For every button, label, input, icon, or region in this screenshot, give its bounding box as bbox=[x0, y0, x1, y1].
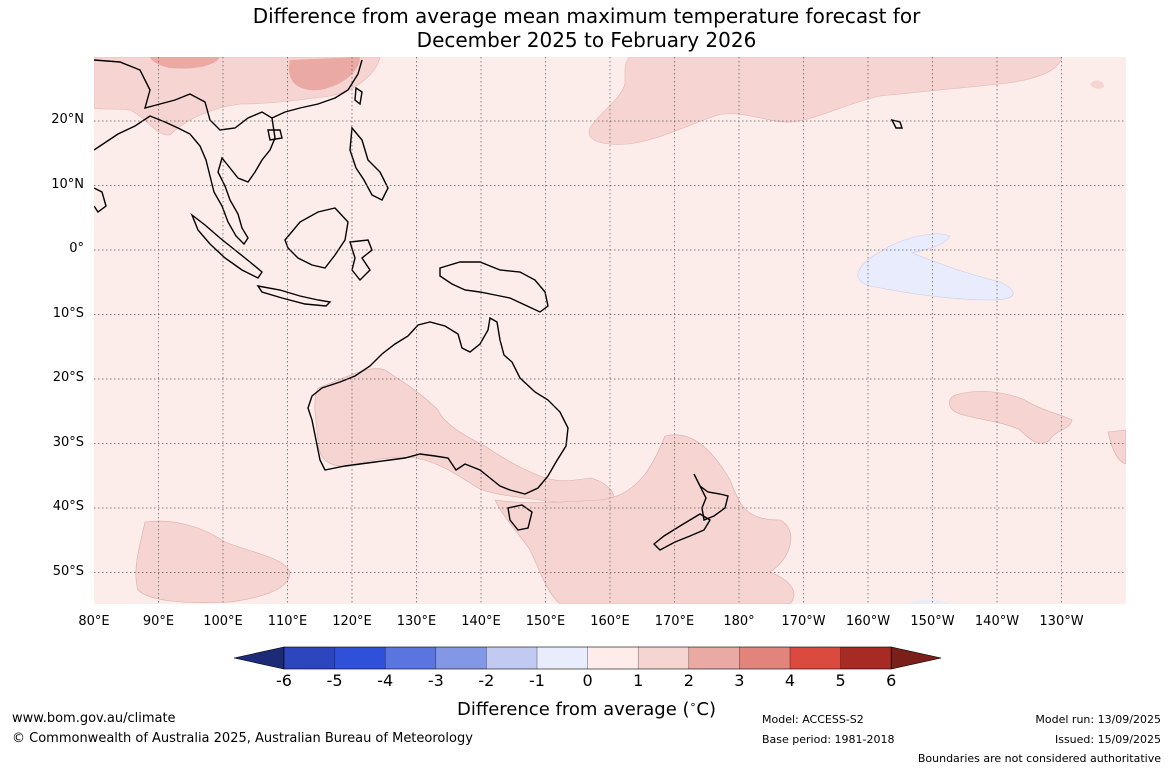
colorbar-title: Difference from average (∘C) bbox=[456, 698, 717, 720]
warm-anomaly-southwest bbox=[135, 520, 291, 603]
longitude-label: 170°W bbox=[781, 614, 826, 629]
footer-model: Model: ACCESS-S2 bbox=[762, 713, 864, 726]
colorbar-bin bbox=[638, 647, 690, 669]
borneo-coastline bbox=[284, 207, 349, 269]
warm-anomaly-tasman bbox=[494, 434, 795, 604]
footer-site-link[interactable]: www.bom.gov.au/climate bbox=[12, 711, 176, 726]
sumatra-coastline bbox=[190, 212, 263, 279]
latitude-label: 10°S bbox=[52, 305, 84, 321]
longitude-label: 140°W bbox=[974, 614, 1020, 629]
colorbar-bin bbox=[435, 647, 487, 669]
graticule bbox=[94, 57, 1126, 604]
longitude-label: 170°E bbox=[654, 614, 695, 629]
footer-base-period: Base period: 1981-2018 bbox=[762, 733, 895, 746]
philippines-coastline bbox=[349, 126, 389, 201]
longitude-label: 160°E bbox=[590, 614, 630, 629]
colorbar-tick-label: 4 bbox=[784, 671, 796, 690]
latitude-label: 0° bbox=[69, 241, 84, 256]
footer-disclaimer: Boundaries are not considered authoritat… bbox=[917, 752, 1161, 765]
colorbar-tick-label: 2 bbox=[683, 671, 694, 690]
new-guinea-coastline bbox=[439, 261, 549, 313]
colorbar-bin bbox=[537, 647, 589, 669]
warm-anomaly-china-strong bbox=[288, 57, 360, 91]
colorbar-tick-label: 0 bbox=[582, 671, 593, 690]
hainan-coastline bbox=[267, 129, 283, 141]
australia-coastline bbox=[307, 316, 569, 495]
map-title: Difference from average mean maximum tem… bbox=[0, 4, 1173, 52]
colorbar bbox=[233, 646, 942, 670]
colorbar-tick-label: -1 bbox=[529, 671, 545, 690]
latitude-label: 30°S bbox=[52, 434, 84, 450]
latitude-label: 10°N bbox=[51, 176, 84, 192]
latitude-label: 50°S bbox=[52, 563, 84, 579]
asia-mainland-coastline bbox=[94, 59, 276, 246]
warm-anomaly-east-edge bbox=[1107, 429, 1126, 465]
colorbar-title-unit: C) bbox=[696, 699, 717, 720]
latitude-label: 20°S bbox=[52, 370, 84, 385]
colorbar-tick-label: -3 bbox=[427, 671, 444, 690]
tasmania-coastline bbox=[507, 504, 533, 531]
colorbar-bin bbox=[790, 647, 842, 669]
colorbar-tick-label: -2 bbox=[478, 671, 495, 690]
longitude-label: 180° bbox=[723, 614, 755, 629]
latitude-label: 20°N bbox=[51, 112, 84, 127]
title-line-2: December 2025 to February 2026 bbox=[416, 28, 757, 52]
sulawesi-coastline bbox=[349, 239, 373, 282]
taiwan-coastline bbox=[354, 86, 363, 106]
warm-anomaly-china-strong-2 bbox=[150, 57, 220, 69]
colorbar-tick-label: 5 bbox=[835, 671, 846, 690]
new-zealand-south-coastline bbox=[652, 513, 711, 551]
footer-model-run: Model run: 13/09/2025 bbox=[1035, 713, 1161, 726]
footer-copyright: © Commonwealth of Australia 2025, Austra… bbox=[12, 731, 473, 746]
colorbar-bin bbox=[385, 647, 437, 669]
hawaii-coastline bbox=[890, 118, 903, 129]
footer-issued: Issued: 15/09/2025 bbox=[1054, 733, 1161, 746]
longitude-label: 150°E bbox=[525, 614, 566, 629]
colorbar-bin bbox=[284, 647, 336, 669]
longitude-label: 140°E bbox=[461, 614, 501, 629]
java-coastline bbox=[256, 285, 332, 307]
colorbar-bin bbox=[334, 647, 386, 669]
colorbar-bin bbox=[688, 647, 740, 669]
colorbar-bin bbox=[587, 647, 639, 669]
longitude-label: 100°E bbox=[203, 614, 243, 629]
colorbar-bin bbox=[840, 647, 892, 669]
coastlines bbox=[94, 59, 903, 551]
new-zealand-north-coastline bbox=[693, 473, 729, 521]
colorbar-tick-label: -4 bbox=[377, 671, 394, 690]
longitude-label: 110°E bbox=[267, 614, 308, 629]
colorbar-tick-label: 6 bbox=[886, 671, 897, 690]
sri-lanka-coastline bbox=[94, 187, 107, 214]
colorbar-high-extension bbox=[890, 646, 942, 670]
warm-anomaly-north-pacific bbox=[588, 57, 1063, 145]
colorbar-tick-label: -5 bbox=[326, 671, 343, 690]
longitude-label: 130°W bbox=[1039, 614, 1084, 629]
colorbar-bin bbox=[739, 647, 791, 669]
china-coast bbox=[271, 59, 363, 119]
warm-anomaly-hawaii bbox=[1090, 80, 1104, 89]
latitude-label: 40°S bbox=[52, 499, 84, 514]
warm-anomaly-south-pacific bbox=[949, 391, 1073, 444]
colorbar-tick-label: 3 bbox=[734, 671, 745, 690]
longitude-label: 90°E bbox=[142, 614, 175, 629]
colorbar-tick-label: 1 bbox=[633, 671, 644, 690]
longitude-label: 80°E bbox=[78, 614, 110, 629]
colorbar-low-extension bbox=[233, 646, 285, 670]
title-line-1: Difference from average mean maximum tem… bbox=[252, 4, 921, 28]
colorbar-tick-label: -6 bbox=[276, 671, 292, 690]
longitude-label: 160°W bbox=[845, 614, 891, 629]
cool-anomaly-pacific bbox=[857, 233, 1014, 301]
longitude-label: 130°E bbox=[396, 614, 437, 629]
cool-anomaly-south bbox=[908, 600, 951, 604]
longitude-label: 150°W bbox=[910, 614, 955, 629]
colorbar-title-text: Difference from average ( bbox=[456, 699, 690, 720]
colorbar-bin bbox=[486, 647, 538, 669]
longitude-label: 120°E bbox=[332, 614, 372, 629]
